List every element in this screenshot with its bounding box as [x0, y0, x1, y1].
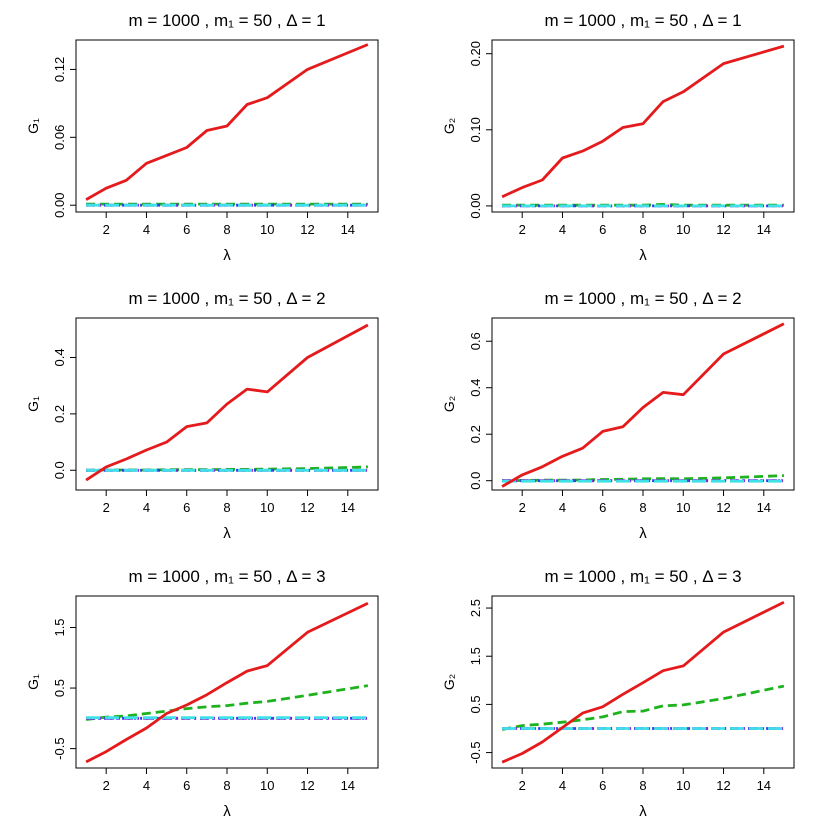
y-tick-label: 0.06 [52, 125, 67, 150]
y-axis-label: G₂ [441, 674, 457, 690]
x-tick-label: 2 [103, 778, 110, 793]
panel-6: m = 1000 , m₁ = 50 , Δ = 3 2 4 6 8 10 12 14 -0.5… [441, 567, 795, 820]
x-tick-label: 6 [599, 500, 606, 515]
y-tick-label: 2.5 [468, 599, 483, 617]
x-tick-label: 8 [639, 500, 646, 515]
x-tick-label: 14 [341, 500, 355, 515]
y-axis-label: G₂ [441, 118, 457, 134]
series-line-red [501, 44, 785, 199]
x-tick-label: 4 [559, 222, 566, 237]
y-axis-label: G₂ [441, 396, 457, 412]
x-tick-label: 12 [716, 222, 730, 237]
series-line-red [501, 322, 785, 488]
y-tick-label: 0.4 [52, 348, 67, 366]
series-line-red [85, 43, 369, 201]
x-tick-label: 2 [519, 222, 526, 237]
y-tick-label: 0.6 [468, 332, 483, 350]
x-tick-label: 14 [341, 778, 355, 793]
x-tick-label: 12 [300, 778, 314, 793]
y-tick-label: 0.4 [468, 379, 483, 397]
x-tick-label: 10 [676, 778, 690, 793]
x-tick-label: 4 [143, 222, 150, 237]
x-tick-label: 10 [676, 222, 690, 237]
y-axis-label: G₁ [25, 674, 41, 690]
x-tick-label: 12 [300, 500, 314, 515]
x-tick-label: 6 [183, 778, 190, 793]
x-tick-label: 6 [183, 500, 190, 515]
y-tick-label: 0.0 [468, 472, 483, 490]
y-tick-label: 0.2 [52, 405, 67, 423]
y-tick-label: 1.5 [52, 618, 67, 636]
x-tick-label: 4 [559, 778, 566, 793]
x-tick-label: 8 [223, 222, 230, 237]
chart-title: m = 1000 , m₁ = 50 , Δ = 3 [544, 567, 741, 586]
x-tick-label: 10 [260, 500, 274, 515]
panel-3: m = 1000 , m₁ = 50 , Δ = 2 2 4 6 8 10 12 14 0.0 0… [25, 289, 379, 542]
x-tick-label: 12 [716, 778, 730, 793]
x-axis-label: λ [639, 803, 647, 820]
plot-frame [491, 39, 795, 213]
chart-title: m = 1000 , m₁ = 50 , Δ = 1 [544, 11, 741, 30]
y-tick-label: 0.12 [52, 57, 67, 82]
series-line-red [501, 601, 785, 764]
y-axis-label: G₁ [25, 396, 41, 412]
chart-title: m = 1000 , m₁ = 50 , Δ = 3 [128, 567, 325, 586]
x-tick-label: 6 [183, 222, 190, 237]
x-tick-label: 2 [519, 778, 526, 793]
series-line-red [85, 323, 369, 482]
plot-frame [491, 317, 795, 491]
chart-title: m = 1000 , m₁ = 50 , Δ = 1 [128, 11, 325, 30]
y-tick-label: 0.2 [468, 425, 483, 443]
series-line-red [85, 602, 369, 764]
y-axis-label: G₁ [25, 118, 41, 134]
y-tick-label: 0.0 [52, 461, 67, 479]
x-tick-label: 10 [676, 500, 690, 515]
series-line-green [501, 684, 785, 731]
x-tick-label: 4 [143, 778, 150, 793]
x-tick-label: 2 [519, 500, 526, 515]
y-tick-label: 0.5 [52, 679, 67, 697]
x-tick-label: 12 [300, 222, 314, 237]
x-tick-label: 8 [223, 500, 230, 515]
x-tick-label: 8 [639, 222, 646, 237]
panel-4: m = 1000 , m₁ = 50 , Δ = 2 2 4 6 8 10 12 14 0.0 0… [441, 289, 795, 542]
x-axis-label: λ [223, 803, 231, 820]
y-tick-label: 0.00 [468, 193, 483, 218]
y-tick-label: -0.5 [468, 741, 483, 763]
x-axis-label: λ [223, 247, 231, 264]
panel-1: m = 1000 , m₁ = 50 , Δ = 1 2 4 6 8 10 12 14 0.00… [25, 11, 379, 264]
x-tick-label: 2 [103, 500, 110, 515]
y-tick-label: 0.00 [52, 193, 67, 218]
x-tick-label: 14 [757, 222, 771, 237]
y-tick-label: 0.5 [468, 695, 483, 713]
y-tick-label: -0.5 [52, 737, 67, 759]
series-line-green [85, 684, 369, 721]
chart-title: m = 1000 , m₁ = 50 , Δ = 2 [544, 289, 741, 308]
x-tick-label: 4 [143, 500, 150, 515]
x-tick-label: 6 [599, 778, 606, 793]
x-tick-label: 2 [103, 222, 110, 237]
x-tick-label: 14 [341, 222, 355, 237]
y-tick-label: 1.5 [468, 647, 483, 665]
panel-5: m = 1000 , m₁ = 50 , Δ = 3 2 4 6 8 10 12 14 -0.5… [25, 567, 379, 820]
x-tick-label: 10 [260, 778, 274, 793]
x-tick-label: 6 [599, 222, 606, 237]
x-tick-label: 14 [757, 778, 771, 793]
x-axis-label: λ [223, 525, 231, 542]
x-tick-label: 10 [260, 222, 274, 237]
y-tick-label: 0.10 [468, 117, 483, 142]
x-tick-label: 12 [716, 500, 730, 515]
x-axis-label: λ [639, 525, 647, 542]
chart-title: m = 1000 , m₁ = 50 , Δ = 2 [128, 289, 325, 308]
x-tick-label: 8 [639, 778, 646, 793]
x-tick-label: 8 [223, 778, 230, 793]
x-axis-label: λ [639, 247, 647, 264]
y-tick-label: 0.20 [468, 41, 483, 66]
x-tick-label: 4 [559, 500, 566, 515]
panel-2: m = 1000 , m₁ = 50 , Δ = 1 2 4 6 8 10 12 14 0.00… [441, 11, 795, 264]
x-tick-label: 14 [757, 500, 771, 515]
